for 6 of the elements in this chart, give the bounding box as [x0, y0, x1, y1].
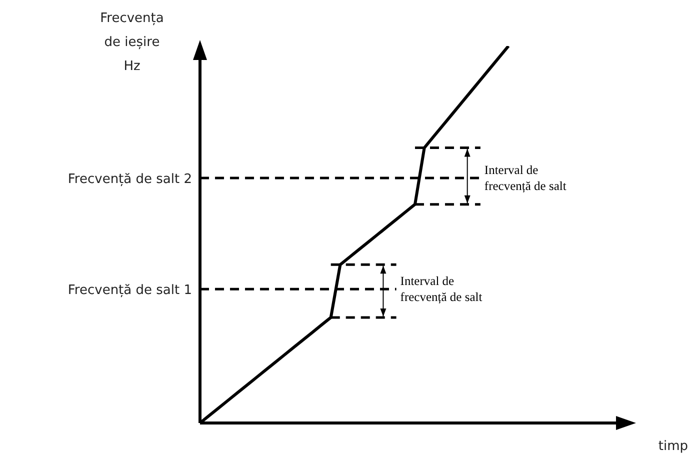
annotation: Interval de frecvență de salt	[484, 162, 567, 193]
annotation: Interval de frecvență de salt	[400, 274, 483, 304]
ref-line-label: Frecvență de salt 2	[68, 172, 192, 187]
x-axis-title: timp	[658, 439, 688, 454]
y-axis-title: Frecvența de ieșire Hz	[100, 11, 164, 74]
ref-line-label: Frecvență de salt 1	[68, 283, 192, 298]
